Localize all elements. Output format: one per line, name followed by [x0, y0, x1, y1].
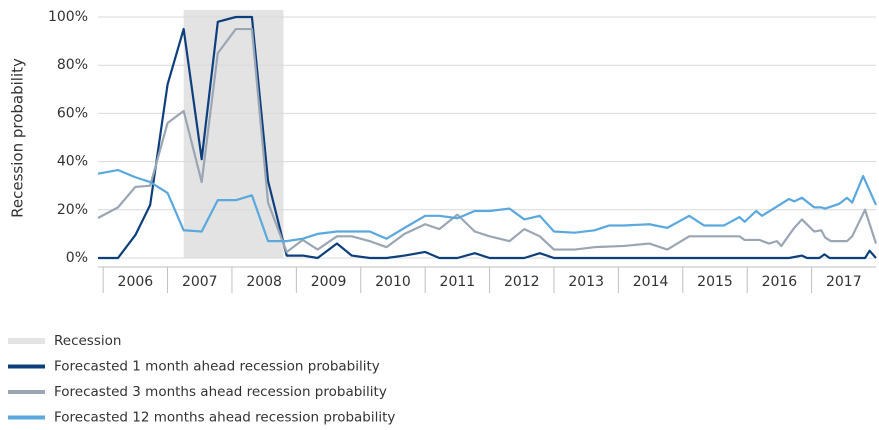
x-tick-label: 2014 [633, 274, 669, 290]
x-tick-label: 2006 [118, 274, 154, 290]
series-line [97, 168, 878, 243]
legend-label: Forecasted 3 months ahead recession prob… [54, 384, 387, 400]
x-tick-label: 2009 [311, 274, 347, 290]
recession-band [183, 10, 284, 258]
series-line [97, 27, 878, 254]
x-tick-label: 2008 [246, 274, 282, 290]
y-tick-label: 20% [57, 202, 88, 218]
x-tick-label: 2012 [504, 274, 540, 290]
y-axis-label: Recession probability [9, 58, 27, 218]
y-tick-label: 100% [48, 9, 88, 25]
y-tick-label: 0% [66, 250, 88, 266]
x-tick-label: 2015 [697, 274, 733, 290]
y-tick-label: 60% [57, 105, 88, 121]
x-tick-label: 2010 [375, 274, 411, 290]
x-tick-label: 2011 [440, 274, 476, 290]
legend-label: Forecasted 1 month ahead recession proba… [54, 359, 380, 375]
x-tick-label: 2017 [826, 274, 862, 290]
y-tick-label: 80% [57, 57, 88, 73]
x-tick-label: 2013 [568, 274, 604, 290]
legend-label: Recession [54, 333, 121, 349]
x-tick-label: 2016 [762, 274, 798, 290]
legend-label: Forecasted 12 months ahead recession pro… [54, 410, 395, 426]
series-line [98, 15, 877, 260]
x-tick-label: 2007 [182, 274, 218, 290]
y-tick-label: 40% [57, 154, 88, 170]
